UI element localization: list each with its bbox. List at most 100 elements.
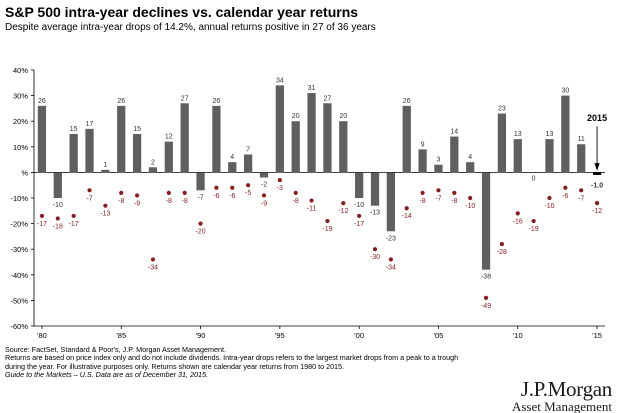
logo-subtitle: Asset Management (511, 399, 612, 413)
decline-label: -14 (402, 213, 412, 220)
decline-label: -7 (578, 195, 584, 202)
decline-dot (71, 213, 76, 219)
decline-label: -7 (435, 195, 441, 202)
x-tick-label: '80 (37, 331, 47, 340)
return-bar (386, 172, 395, 232)
return-bar (577, 144, 586, 173)
logo-wordmark: J.P.Morgan (520, 377, 612, 401)
y-tick-label: -60% (10, 322, 28, 331)
decline-dot (230, 185, 235, 190)
y-tick-label: 40% (13, 66, 28, 75)
return-bar (212, 105, 221, 173)
decline-label: -9 (134, 200, 140, 207)
decline-label: -12 (592, 208, 602, 215)
annotation-arrow-head (594, 163, 600, 171)
decline-dot (452, 190, 457, 195)
decline-label: -17 (69, 221, 79, 228)
return-bar (497, 113, 507, 173)
return-bar (355, 172, 364, 198)
decline-label: -12 (338, 208, 348, 215)
y-tick-label: -20% (10, 220, 28, 229)
return-bar (513, 139, 522, 173)
footnote-data-date: Guide to the Markets – U.S. Data are as … (5, 370, 208, 380)
decline-label: -5 (245, 190, 251, 197)
return-bar (244, 154, 253, 173)
y-tick-label: -30% (10, 245, 28, 254)
decline-dot (55, 216, 60, 221)
return-label: -13 (370, 210, 380, 217)
footnote-illustrative: during the year. For illustrative purpos… (5, 361, 345, 371)
return-label: 20 (292, 113, 300, 120)
return-label: 20 (339, 113, 347, 120)
y-tick-label: 10% (13, 143, 28, 152)
decline-label: -8 (451, 198, 457, 205)
return-label: 3 (437, 157, 441, 164)
return-bar (101, 169, 110, 173)
return-label: 26 (117, 98, 125, 105)
return-label: 26 (213, 98, 221, 105)
decline-dot (150, 257, 156, 262)
return-label: 7 (246, 146, 250, 153)
jpmorgan-logo: J.P.Morgan Asset Management (466, 377, 616, 413)
return-bar (259, 172, 269, 178)
return-label: 0 (532, 175, 536, 182)
decline-dot (420, 190, 425, 195)
decline-dot (404, 206, 409, 211)
decline-dot (309, 198, 314, 203)
x-tick-label: '10 (513, 331, 523, 340)
return-bar (481, 172, 491, 270)
y-tick-label: -40% (10, 271, 28, 280)
return-label: 26 (38, 98, 46, 105)
return-label: -2 (261, 182, 267, 189)
y-tick-label: 20% (13, 117, 28, 126)
decline-dot (103, 203, 108, 208)
decline-label: -17 (37, 221, 47, 228)
return-label: 31 (308, 85, 316, 92)
decline-dot (547, 195, 552, 201)
y-tick-label: 30% (13, 92, 28, 101)
return-bar (402, 105, 411, 173)
decline-label: -6 (562, 193, 568, 200)
decline-label: -28 (497, 249, 507, 256)
return-bar (37, 105, 47, 173)
decline-label: -13 (100, 211, 110, 218)
return-label: 30 (561, 88, 569, 95)
return-bar (69, 134, 78, 173)
decline-label: -19 (322, 226, 332, 233)
return-label: 4 (468, 154, 472, 161)
decline-dot (563, 185, 568, 190)
return-bar (466, 162, 475, 173)
decline-label: -9 (261, 200, 267, 207)
decline-label: -30 (370, 254, 380, 261)
decline-dot (594, 201, 600, 206)
return-label: 13 (546, 131, 554, 138)
decline-dot (39, 213, 45, 219)
return-bar (434, 164, 443, 173)
decline-dot (436, 188, 441, 193)
decline-label: -17 (354, 221, 364, 228)
return-bar (418, 149, 427, 173)
decline-dot (483, 295, 489, 300)
decline-label: -19 (529, 226, 539, 233)
decline-label: -8 (182, 198, 188, 205)
return-label: 26 (403, 98, 411, 105)
y-tick-label: -10% (10, 194, 28, 203)
decline-dot (293, 190, 298, 195)
x-tick-label: '90 (196, 331, 206, 340)
x-tick-label: '05 (434, 331, 444, 340)
decline-label: -11 (307, 206, 317, 213)
decline-label: -8 (166, 198, 172, 205)
return-label: -7 (197, 194, 203, 201)
footnotes: Source: FactSet, Standard & Poor's, J.P.… (5, 345, 458, 380)
return-bar (53, 172, 62, 198)
decline-dot (388, 257, 393, 262)
decline-label: -34 (148, 264, 158, 271)
chart-subtitle: Despite average intra-year drops of 14.2… (5, 22, 376, 33)
annotation-year-label: 2015 (587, 113, 607, 123)
return-bar (275, 85, 284, 173)
return-label: 11 (578, 136, 585, 143)
decline-dot (119, 190, 124, 195)
chart-title: S&P 500 intra-year declines vs. calendar… (5, 4, 359, 20)
decline-dot (198, 221, 203, 226)
decline-label: -18 (53, 223, 63, 230)
